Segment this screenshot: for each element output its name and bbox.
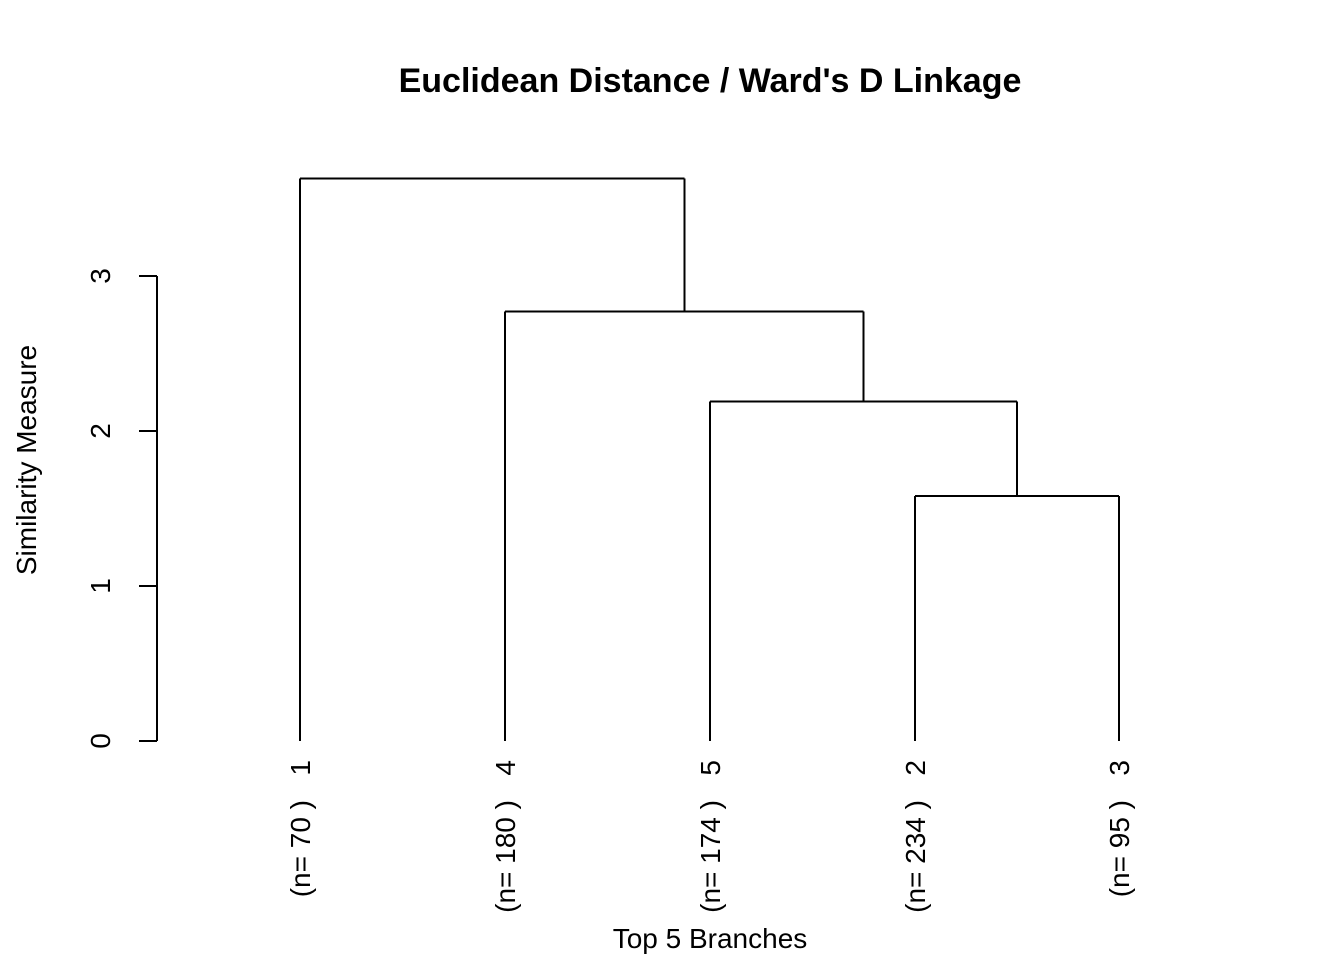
x-axis-label: Top 5 Branches bbox=[613, 923, 808, 954]
leaf-count-label: (n= 180 ) bbox=[490, 800, 521, 913]
y-tick-label: 3 bbox=[85, 268, 116, 284]
leaf-label: 5 bbox=[695, 760, 726, 776]
leaf-count-label: (n= 95 ) bbox=[1104, 800, 1135, 897]
leaf-label: 3 bbox=[1104, 760, 1135, 776]
dendrogram-branches bbox=[299, 177, 1120, 741]
y-axis-label: Similarity Measure bbox=[11, 345, 42, 575]
leaf-count-label: (n= 70 ) bbox=[285, 800, 316, 897]
y-tick-label: 0 bbox=[85, 733, 116, 749]
leaf-count-label: (n= 174 ) bbox=[695, 800, 726, 913]
leaf-label: 1 bbox=[285, 760, 316, 776]
leaf-label: 2 bbox=[900, 760, 931, 776]
leaf-labels: 1 (n= 70 ) 4 (n= 180 ) 5 (n= 174 ) 2 (n= 234 ) 3… bbox=[285, 760, 1135, 913]
leaf-count-label: (n= 234 ) bbox=[900, 800, 931, 913]
chart-title: Euclidean Distance / Ward's D Linkage bbox=[399, 62, 1022, 100]
y-tick-label: 1 bbox=[85, 578, 116, 594]
y-tick-label: 2 bbox=[85, 423, 116, 439]
y-ticks: 0 1 2 3 bbox=[85, 268, 157, 749]
leaf-label: 4 bbox=[490, 760, 521, 776]
y-axis: 0 1 2 3 bbox=[85, 268, 158, 749]
